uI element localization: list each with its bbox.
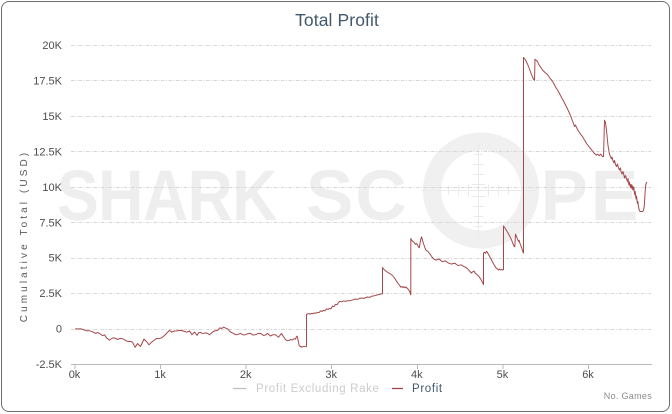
svg-text:-2.5K: -2.5K bbox=[36, 359, 63, 371]
svg-text:7.5K: 7.5K bbox=[39, 217, 62, 229]
svg-text:5K: 5K bbox=[49, 253, 63, 265]
svg-text:17.5K: 17.5K bbox=[33, 76, 62, 88]
svg-text:20K: 20K bbox=[42, 40, 62, 52]
svg-text:Cumulative Total (USD): Cumulative Total (USD) bbox=[19, 150, 30, 323]
svg-text:Profit Excluding Rake: Profit Excluding Rake bbox=[256, 383, 380, 395]
svg-text:SHARK: SHARK bbox=[57, 156, 277, 236]
svg-text:12.5K: 12.5K bbox=[33, 146, 62, 158]
svg-text:SC: SC bbox=[306, 157, 409, 236]
svg-text:1k: 1k bbox=[154, 369, 166, 381]
svg-text:Profit: Profit bbox=[412, 383, 443, 395]
svg-text:2k: 2k bbox=[240, 369, 252, 381]
svg-text:5k: 5k bbox=[497, 369, 509, 381]
svg-text:No. Games: No. Games bbox=[604, 391, 652, 401]
svg-text:0: 0 bbox=[56, 324, 62, 336]
svg-text:15K: 15K bbox=[42, 111, 62, 123]
svg-text:Total Profit: Total Profit bbox=[295, 10, 379, 30]
svg-text:3k: 3k bbox=[325, 369, 337, 381]
svg-text:6k: 6k bbox=[582, 369, 594, 381]
svg-text:10K: 10K bbox=[42, 182, 62, 194]
svg-text:PE: PE bbox=[541, 157, 642, 236]
svg-text:4k: 4k bbox=[411, 369, 423, 381]
svg-text:2.5K: 2.5K bbox=[39, 288, 62, 300]
svg-text:0k: 0k bbox=[69, 369, 81, 381]
